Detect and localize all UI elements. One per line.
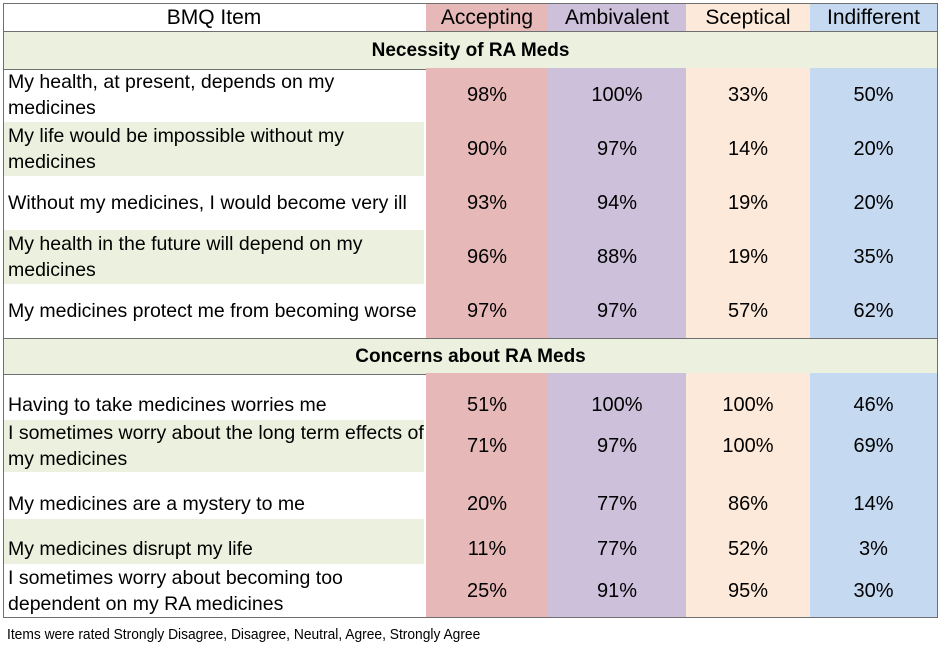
value-accepting: 11% bbox=[426, 519, 548, 564]
table-row: My health in the future will depend on m… bbox=[4, 230, 937, 284]
bmq-item-text: My health in the future will depend on m… bbox=[4, 230, 424, 284]
value-ambivalent: 77% bbox=[548, 519, 686, 564]
value-accepting: 71% bbox=[426, 420, 548, 472]
value-indifferent: 46% bbox=[810, 373, 937, 420]
section-title-necessity: Necessity of RA Meds bbox=[4, 31, 937, 70]
value-sceptical: 19% bbox=[686, 230, 810, 284]
value-indifferent: 35% bbox=[810, 230, 937, 284]
table-row: Without my medicines, I would become ver… bbox=[4, 176, 937, 230]
value-sceptical: 95% bbox=[686, 564, 810, 617]
value-ambivalent: 91% bbox=[548, 564, 686, 617]
value-indifferent: 20% bbox=[810, 122, 937, 176]
value-sceptical: 52% bbox=[686, 519, 810, 564]
value-accepting: 51% bbox=[426, 373, 548, 420]
bmq-item-text: My health, at present, depends on my med… bbox=[8, 71, 335, 119]
value-accepting: 97% bbox=[426, 284, 548, 338]
value-accepting: 90% bbox=[426, 122, 548, 176]
bmq-item-text: Without my medicines, I would become ver… bbox=[8, 192, 407, 214]
header-sceptical: Sceptical bbox=[686, 4, 810, 31]
header-bmq-item: BMQ Item bbox=[166, 5, 262, 29]
bmq-item-text: I sometimes worry about becoming too dep… bbox=[8, 566, 343, 615]
table-row: I sometimes worry about the long term ef… bbox=[4, 420, 937, 472]
value-ambivalent: 97% bbox=[548, 122, 686, 176]
value-accepting: 25% bbox=[426, 564, 548, 617]
value-ambivalent: 77% bbox=[548, 472, 686, 519]
value-ambivalent: 100% bbox=[548, 373, 686, 420]
table-row: My medicines disrupt my life 11% 77% 52% 3% bbox=[4, 519, 937, 564]
bmq-table: BMQ Item Accepting Ambivalent Sceptical … bbox=[3, 3, 938, 618]
value-sceptical: 57% bbox=[686, 284, 810, 338]
value-sceptical: 19% bbox=[686, 176, 810, 230]
value-ambivalent: 88% bbox=[548, 230, 686, 284]
value-sceptical: 33% bbox=[686, 68, 810, 122]
table-row: My health, at present, depends on my med… bbox=[4, 68, 937, 122]
value-indifferent: 30% bbox=[810, 564, 937, 617]
value-sceptical: 14% bbox=[686, 122, 810, 176]
value-ambivalent: 97% bbox=[548, 284, 686, 338]
value-sceptical: 100% bbox=[686, 373, 810, 420]
table-row: My medicines are a mystery to me 20% 77% 86… bbox=[4, 472, 937, 519]
value-indifferent: 14% bbox=[810, 472, 937, 519]
footnote: Items were rated Strongly Disagree, Disa… bbox=[7, 626, 481, 643]
table-row: My life would be impossible without my m… bbox=[4, 122, 937, 176]
bmq-item-text: Having to take medicines worries me bbox=[8, 394, 327, 416]
table-row: Having to take medicines worries me 51% 10… bbox=[4, 373, 937, 420]
table-row: I sometimes worry about becoming too dep… bbox=[4, 564, 937, 617]
value-accepting: 93% bbox=[426, 176, 548, 230]
value-ambivalent: 97% bbox=[548, 420, 686, 472]
value-accepting: 20% bbox=[426, 472, 548, 519]
value-indifferent: 20% bbox=[810, 176, 937, 230]
value-accepting: 98% bbox=[426, 68, 548, 122]
header-row: BMQ Item Accepting Ambivalent Sceptical … bbox=[4, 4, 937, 31]
value-ambivalent: 94% bbox=[548, 176, 686, 230]
header-indifferent: Indifferent bbox=[810, 4, 937, 31]
table-row: My medicines protect me from becoming wo… bbox=[4, 284, 937, 338]
header-ambivalent: Ambivalent bbox=[548, 4, 686, 31]
bmq-item-text: I sometimes worry about the long term ef… bbox=[4, 420, 424, 472]
value-indifferent: 3% bbox=[810, 519, 937, 564]
value-sceptical: 86% bbox=[686, 472, 810, 519]
value-indifferent: 62% bbox=[810, 284, 937, 338]
value-sceptical: 100% bbox=[686, 420, 810, 472]
bmq-item-text: My medicines disrupt my life bbox=[4, 519, 424, 564]
bmq-item-text: My medicines protect me from becoming wo… bbox=[8, 300, 417, 322]
bmq-item-text: My life would be impossible without my m… bbox=[4, 122, 424, 176]
bmq-item-text: My medicines are a mystery to me bbox=[8, 493, 305, 515]
value-ambivalent: 100% bbox=[548, 68, 686, 122]
value-indifferent: 50% bbox=[810, 68, 937, 122]
value-accepting: 96% bbox=[426, 230, 548, 284]
header-accepting: Accepting bbox=[426, 4, 548, 31]
section-title-concerns: Concerns about RA Meds bbox=[4, 338, 937, 375]
value-indifferent: 69% bbox=[810, 420, 937, 472]
